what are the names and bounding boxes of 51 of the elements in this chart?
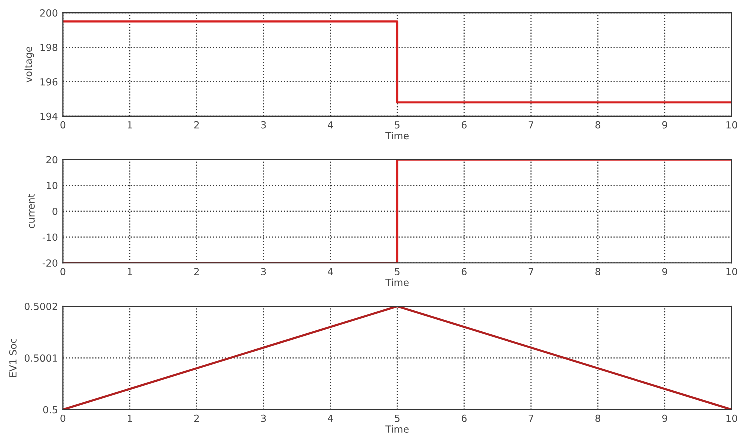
x-tick-label: 3 — [261, 268, 266, 276]
x-tick-label: 4 — [328, 268, 334, 276]
x-tick-label: 7 — [528, 415, 534, 422]
y-tick-label: -20 — [42, 260, 58, 267]
y-tick-label: 196 — [40, 78, 58, 86]
x-tick-label: 7 — [528, 268, 534, 276]
x-tick-label: 1 — [128, 415, 132, 422]
y-tick-label: 198 — [40, 44, 58, 52]
x-tick-label: 0 — [60, 121, 66, 129]
x-tick-label: 10 — [726, 414, 738, 422]
x-tick-label: 5 — [395, 122, 400, 129]
x-tick-label: 3 — [261, 414, 266, 422]
y-tick-label: 0.5 — [43, 406, 58, 414]
x-tick-label: 2 — [194, 414, 200, 422]
x-tick-label: 1 — [128, 268, 132, 276]
y-tick-label: 10 — [46, 182, 58, 190]
x-tick-label: 9 — [662, 121, 668, 129]
y-axis-title: voltage — [24, 47, 34, 83]
x-tick-label: 6 — [462, 414, 467, 422]
x-tick-label: 2 — [194, 268, 200, 276]
x-tick-label: 4 — [328, 122, 334, 129]
x-axis-title: Time — [386, 278, 409, 286]
y-tick-label: 0.5002 — [24, 302, 58, 310]
y-tick-label: 194 — [40, 112, 58, 120]
x-tick-label: 4 — [328, 415, 334, 422]
x-tick-label: 8 — [596, 268, 601, 276]
x-tick-label: 6 — [462, 121, 467, 129]
x-tick-label: 7 — [528, 122, 534, 129]
x-tick-label: 10 — [726, 268, 738, 276]
x-tick-label: 0 — [60, 414, 66, 422]
x-tick-label: 3 — [261, 121, 266, 129]
y-tick-label: 200 — [40, 10, 58, 17]
x-axis-title: Time — [386, 426, 409, 434]
y-tick-label: 0.5001 — [24, 354, 58, 362]
x-tick-label: 6 — [462, 268, 467, 276]
x-tick-label: 10 — [726, 121, 738, 129]
x-tick-label: 2 — [194, 121, 200, 129]
x-tick-label: 8 — [596, 414, 601, 422]
y-axis-title: current — [28, 194, 35, 228]
y-axis-title: EV1 Soc — [9, 339, 17, 377]
x-tick-label: 5 — [395, 415, 400, 422]
x-tick-label: 0 — [60, 268, 66, 276]
y-tick-label: 0 — [52, 208, 58, 216]
x-tick-label: 5 — [395, 268, 400, 276]
x-axis-title: Time — [386, 132, 409, 140]
y-tick-label: 20 — [46, 156, 58, 164]
x-tick-label: 9 — [662, 414, 668, 422]
x-tick-label: 8 — [596, 121, 601, 129]
x-tick-label: 1 — [128, 122, 132, 129]
x-tick-label: 9 — [662, 268, 668, 276]
y-tick-label: -10 — [42, 234, 58, 242]
